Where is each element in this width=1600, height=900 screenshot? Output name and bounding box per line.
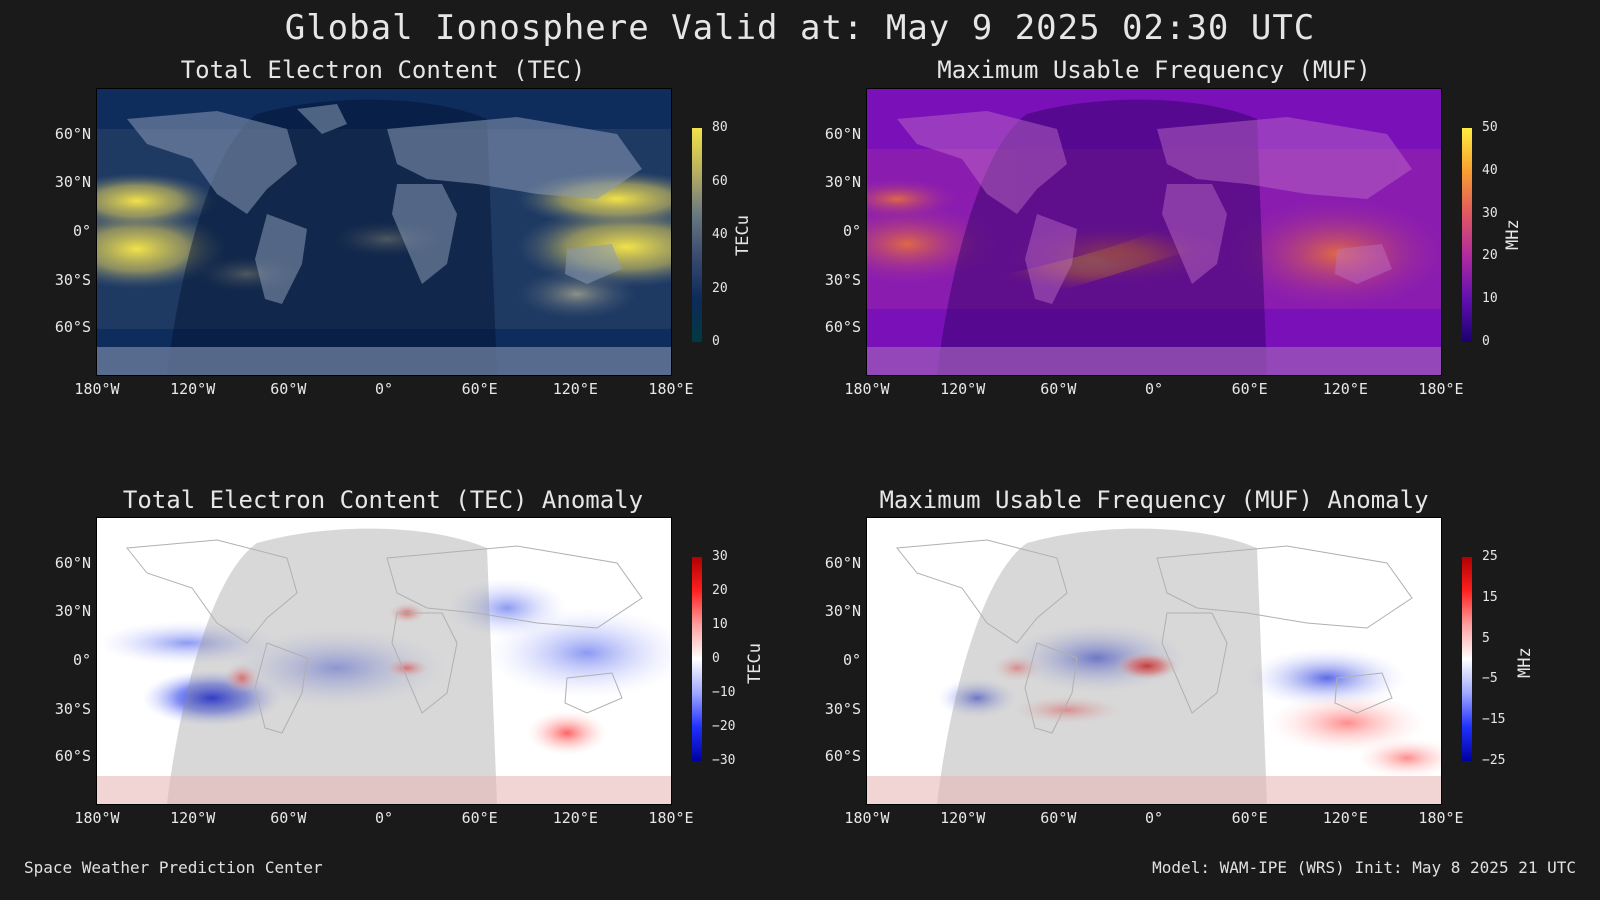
lat-tick-label: 60°N: [54, 124, 91, 143]
lat-tick-label: 30°N: [824, 602, 861, 621]
lat-tick-label: 30°S: [824, 699, 861, 718]
lon-tick-label: 180°W: [74, 380, 120, 398]
tec-colorbar-unit: TECu: [733, 215, 753, 256]
lat-tick-label: 60°S: [54, 746, 91, 765]
tec-anomaly-panel-title: Total Electron Content (TEC) Anomaly: [122, 486, 644, 514]
lon-tick-label: 60°W: [270, 380, 307, 398]
tec-anomaly-colorbar-unit: TECu: [745, 643, 765, 684]
lat-tick-label: 30°S: [824, 270, 861, 289]
lat-tick-label: 30°S: [54, 699, 91, 718]
colorbar-tick-label: 0: [712, 334, 720, 349]
colorbar-tick-label: 20: [1482, 248, 1498, 264]
tec-continents: [127, 104, 642, 304]
lat-tick-label: 60°N: [54, 553, 91, 572]
lon-tick-label: 0°: [374, 380, 394, 398]
lat-tick-label: 60°N: [824, 553, 861, 572]
footer-model-info: Model: WAM-IPE (WRS) Init: May 8 2025 21…: [1152, 858, 1576, 877]
lat-tick-label: 60°N: [824, 124, 861, 143]
lon-tick-label: 0°: [374, 809, 394, 827]
colorbar-tick-label: 15: [1482, 589, 1498, 605]
colorbar-tick-label: 80: [712, 120, 728, 135]
lon-tick-label: 180°E: [648, 380, 694, 398]
muf-anomaly-map: [866, 517, 1442, 805]
lon-tick-label: 120°W: [940, 380, 986, 398]
muf-anomaly-colorbar-unit: MHz: [1515, 647, 1535, 678]
lon-tick-label: 120°E: [552, 809, 598, 827]
colorbar-tick-label: 30: [1482, 205, 1498, 221]
lat-tick-label: 30°S: [54, 270, 91, 289]
lon-tick-label: 60°W: [1040, 809, 1077, 827]
lon-tick-label: 180°E: [648, 809, 694, 827]
lat-tick-label: 0°: [72, 651, 91, 669]
lon-tick-label: 180°W: [74, 809, 120, 827]
colorbar-tick-label: 50: [1482, 120, 1498, 135]
lat-tick-label: 60°S: [824, 746, 861, 765]
lon-tick-label: 60°E: [1231, 380, 1268, 398]
lat-tick-label: 30°N: [824, 173, 861, 192]
tec-anomaly-coastlines: [126, 539, 643, 734]
colorbar-tick-label: 40: [712, 227, 728, 242]
muf-panel-title: Maximum Usable Frequency (MUF): [937, 56, 1371, 84]
lon-tick-label: 60°E: [461, 380, 498, 398]
lon-tick-label: 0°: [1144, 380, 1164, 398]
lon-tick-label: 120°E: [1322, 380, 1368, 398]
tec-anomaly-colorbar: [692, 557, 702, 761]
tec-colorbar: [692, 128, 702, 342]
colorbar-tick-label: 40: [1482, 162, 1498, 178]
colorbar-tick-label: −25: [1482, 753, 1506, 768]
lon-tick-label: 60°E: [1231, 809, 1268, 827]
lon-tick-label: 180°W: [844, 380, 890, 398]
muf-map: [866, 88, 1442, 376]
colorbar-tick-label: 30: [712, 549, 728, 564]
lon-tick-label: 60°E: [461, 809, 498, 827]
muf-anomaly-panel-title: Maximum Usable Frequency (MUF) Anomaly: [879, 486, 1429, 514]
lon-tick-label: 0°: [1144, 809, 1164, 827]
muf-continents: [897, 111, 1412, 304]
lon-tick-label: 120°E: [552, 380, 598, 398]
colorbar-tick-label: −20: [712, 719, 736, 734]
tec-anomaly-map: [96, 517, 672, 805]
lat-tick-label: 60°S: [54, 317, 91, 336]
colorbar-tick-label: −5: [1482, 671, 1498, 687]
colorbar-tick-label: 20: [712, 583, 728, 598]
muf-colorbar-unit: MHz: [1503, 219, 1523, 250]
lat-tick-label: 0°: [72, 222, 91, 240]
main-title: Global Ionosphere Valid at: May 9 2025 0…: [284, 8, 1316, 48]
lat-tick-label: 30°N: [54, 173, 91, 192]
lon-tick-label: 120°W: [940, 809, 986, 827]
lon-tick-label: 180°E: [1418, 809, 1464, 827]
muf-colorbar: [1462, 128, 1472, 342]
tec-map: [96, 88, 672, 376]
colorbar-tick-label: 0: [712, 651, 720, 666]
lat-tick-label: 0°: [842, 651, 861, 669]
colorbar-tick-label: 10: [1482, 291, 1498, 307]
colorbar-tick-label: 0: [1482, 334, 1490, 349]
lon-tick-label: 120°E: [1322, 809, 1368, 827]
tec-panel-title: Total Electron Content (TEC): [180, 56, 586, 84]
lon-tick-label: 120°W: [170, 380, 216, 398]
lon-tick-label: 180°W: [844, 809, 890, 827]
lon-tick-label: 60°W: [1040, 380, 1077, 398]
muf-anomaly-colorbar: [1462, 557, 1472, 761]
colorbar-tick-label: −15: [1482, 712, 1506, 728]
lon-tick-label: 60°W: [270, 809, 307, 827]
colorbar-tick-label: 60: [712, 173, 728, 189]
footer-organization: Space Weather Prediction Center: [24, 858, 323, 877]
colorbar-tick-label: −10: [712, 685, 736, 700]
lat-tick-label: 30°N: [54, 602, 91, 621]
lat-tick-label: 0°: [842, 222, 861, 240]
lon-tick-label: 180°E: [1418, 380, 1464, 398]
muf-anomaly-coastlines: [896, 539, 1413, 734]
colorbar-tick-label: 5: [1482, 630, 1490, 646]
colorbar-tick-label: −30: [712, 753, 736, 768]
lat-tick-label: 60°S: [824, 317, 861, 336]
colorbar-tick-label: 10: [712, 617, 728, 632]
colorbar-tick-label: 25: [1482, 549, 1498, 564]
colorbar-tick-label: 20: [712, 280, 728, 296]
lon-tick-label: 120°W: [170, 809, 216, 827]
